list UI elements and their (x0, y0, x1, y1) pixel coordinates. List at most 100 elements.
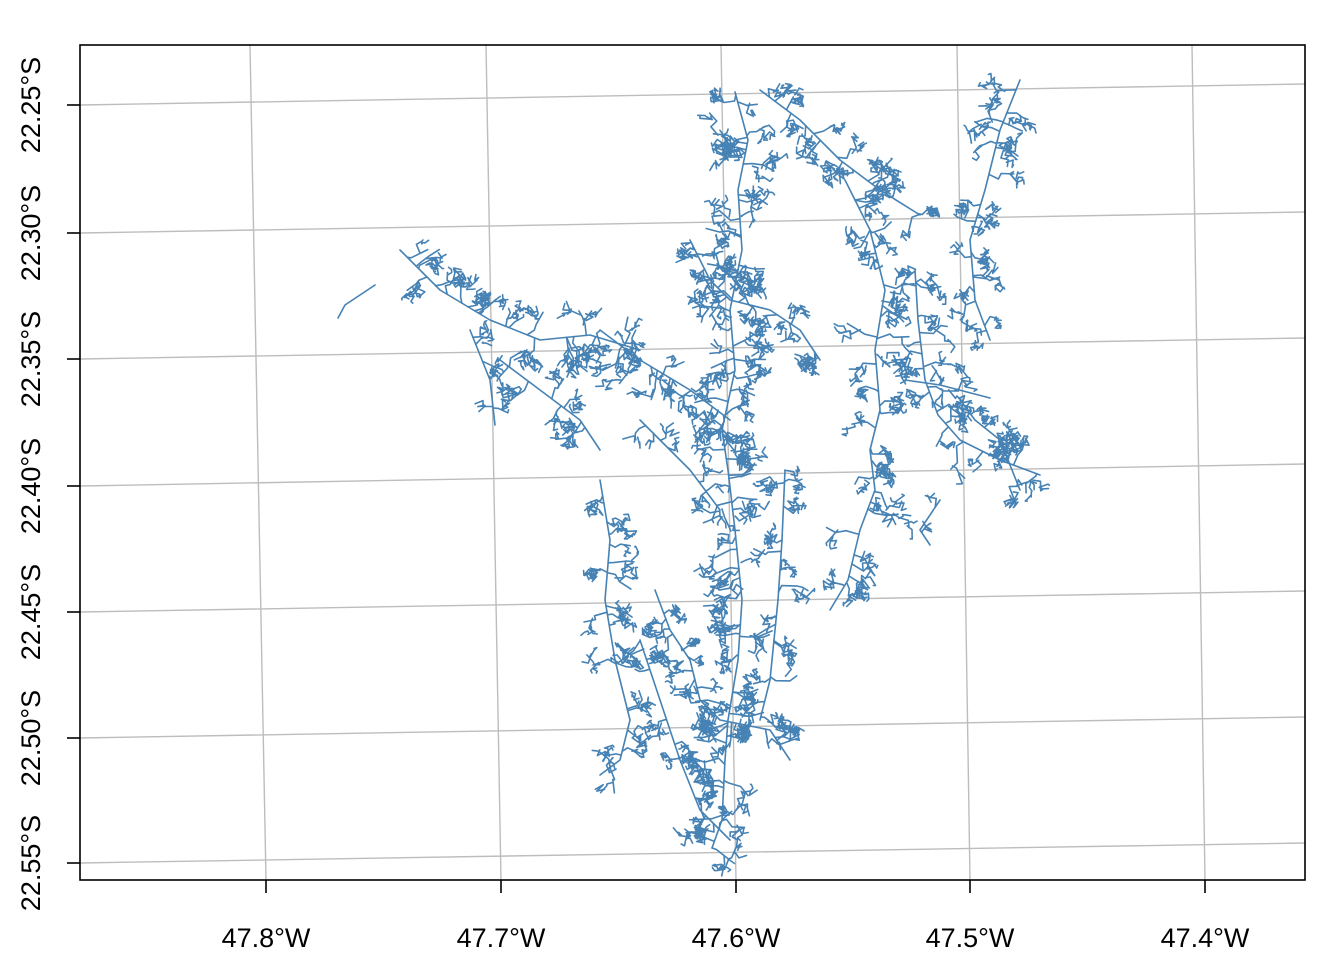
stream-line (991, 82, 1006, 93)
stream-line (621, 608, 629, 616)
stream-line (713, 142, 725, 147)
stream-line (498, 299, 506, 308)
stream-line (555, 432, 571, 441)
stream-line (724, 570, 733, 587)
stream-line (693, 721, 729, 731)
stream-line (932, 207, 941, 217)
stream-line (760, 155, 775, 170)
stream-line (717, 532, 730, 543)
stream-line (833, 326, 846, 334)
stream-line (660, 656, 668, 664)
stream-line (925, 274, 938, 285)
stream-line (938, 356, 947, 364)
stream-line (704, 559, 714, 570)
stream-line (767, 83, 781, 98)
stream-line (760, 716, 778, 729)
stream-line (972, 275, 1000, 281)
stream-line (729, 581, 740, 599)
stream-line (958, 394, 973, 404)
stream-line (856, 486, 865, 495)
stream-line (480, 299, 488, 308)
stream-line (709, 728, 717, 743)
stream-line (574, 394, 583, 400)
stream-line (649, 372, 660, 381)
stream-line (750, 551, 761, 557)
stream-line (759, 89, 921, 216)
stream-line (937, 350, 943, 367)
stream-line (738, 453, 747, 463)
stream-line (748, 512, 754, 522)
stream-line (906, 388, 917, 397)
stream-line (710, 342, 719, 350)
stream-line (737, 737, 745, 744)
stream-line (473, 273, 480, 283)
meridian-line (249, 44, 267, 881)
stream-line (588, 363, 611, 370)
stream-line (622, 606, 632, 612)
stream-line (899, 402, 903, 411)
stream-line (644, 624, 651, 631)
stream-line (645, 696, 650, 708)
stream-line (802, 312, 811, 319)
stream-line (828, 539, 838, 550)
stream-line (436, 259, 445, 270)
stream-line (703, 586, 715, 598)
stream-line (684, 828, 692, 837)
stream-line (702, 460, 710, 474)
stream-line (708, 112, 719, 136)
stream-line (714, 660, 724, 667)
stream-line (691, 413, 699, 425)
stream-line (919, 499, 941, 546)
stream-line (1008, 497, 1019, 509)
stream-line (735, 838, 742, 852)
stream-line (895, 305, 908, 310)
stream-line (585, 571, 591, 581)
stream-line (704, 799, 714, 809)
stream-line (865, 552, 872, 564)
stream-line (694, 790, 719, 801)
stream-line (469, 329, 496, 426)
stream-line (743, 730, 752, 739)
stream-line (631, 321, 636, 331)
stream-line (592, 569, 599, 578)
stream-line (900, 233, 909, 242)
stream-line (762, 476, 786, 485)
stream-line (481, 341, 493, 347)
stream-line (559, 421, 569, 430)
stream-line (544, 376, 557, 381)
stream-line (994, 322, 1002, 330)
stream-line (740, 712, 755, 724)
stream-line (907, 393, 923, 398)
stream-line (657, 374, 664, 380)
stream-line (721, 604, 729, 615)
stream-line (665, 672, 675, 678)
stream-line (953, 213, 977, 223)
stream-line (931, 400, 944, 410)
stream-line (804, 142, 810, 155)
stream-line (654, 589, 791, 761)
stream-line (955, 472, 964, 485)
stream-line (723, 626, 732, 633)
stream-line (626, 562, 634, 572)
stream-line (670, 354, 677, 368)
stream-line (789, 332, 799, 339)
x-tick-label: 47.7°W (457, 923, 546, 953)
stream-line (993, 207, 1002, 214)
stream-line (656, 657, 668, 668)
stream-line (906, 525, 913, 540)
stream-line (771, 522, 777, 531)
stream-line (698, 705, 707, 719)
stream-line (761, 175, 774, 183)
stream-line (854, 366, 865, 372)
stream-line (608, 527, 628, 536)
stream-line (966, 410, 973, 422)
stream-line (582, 344, 597, 356)
stream-line (894, 303, 904, 314)
stream-line (666, 355, 675, 362)
stream-line (740, 430, 750, 440)
stream-line (671, 442, 679, 453)
stream-line (976, 216, 991, 230)
stream-line (825, 526, 860, 536)
stream-line (719, 414, 725, 442)
stream-line (873, 207, 883, 214)
